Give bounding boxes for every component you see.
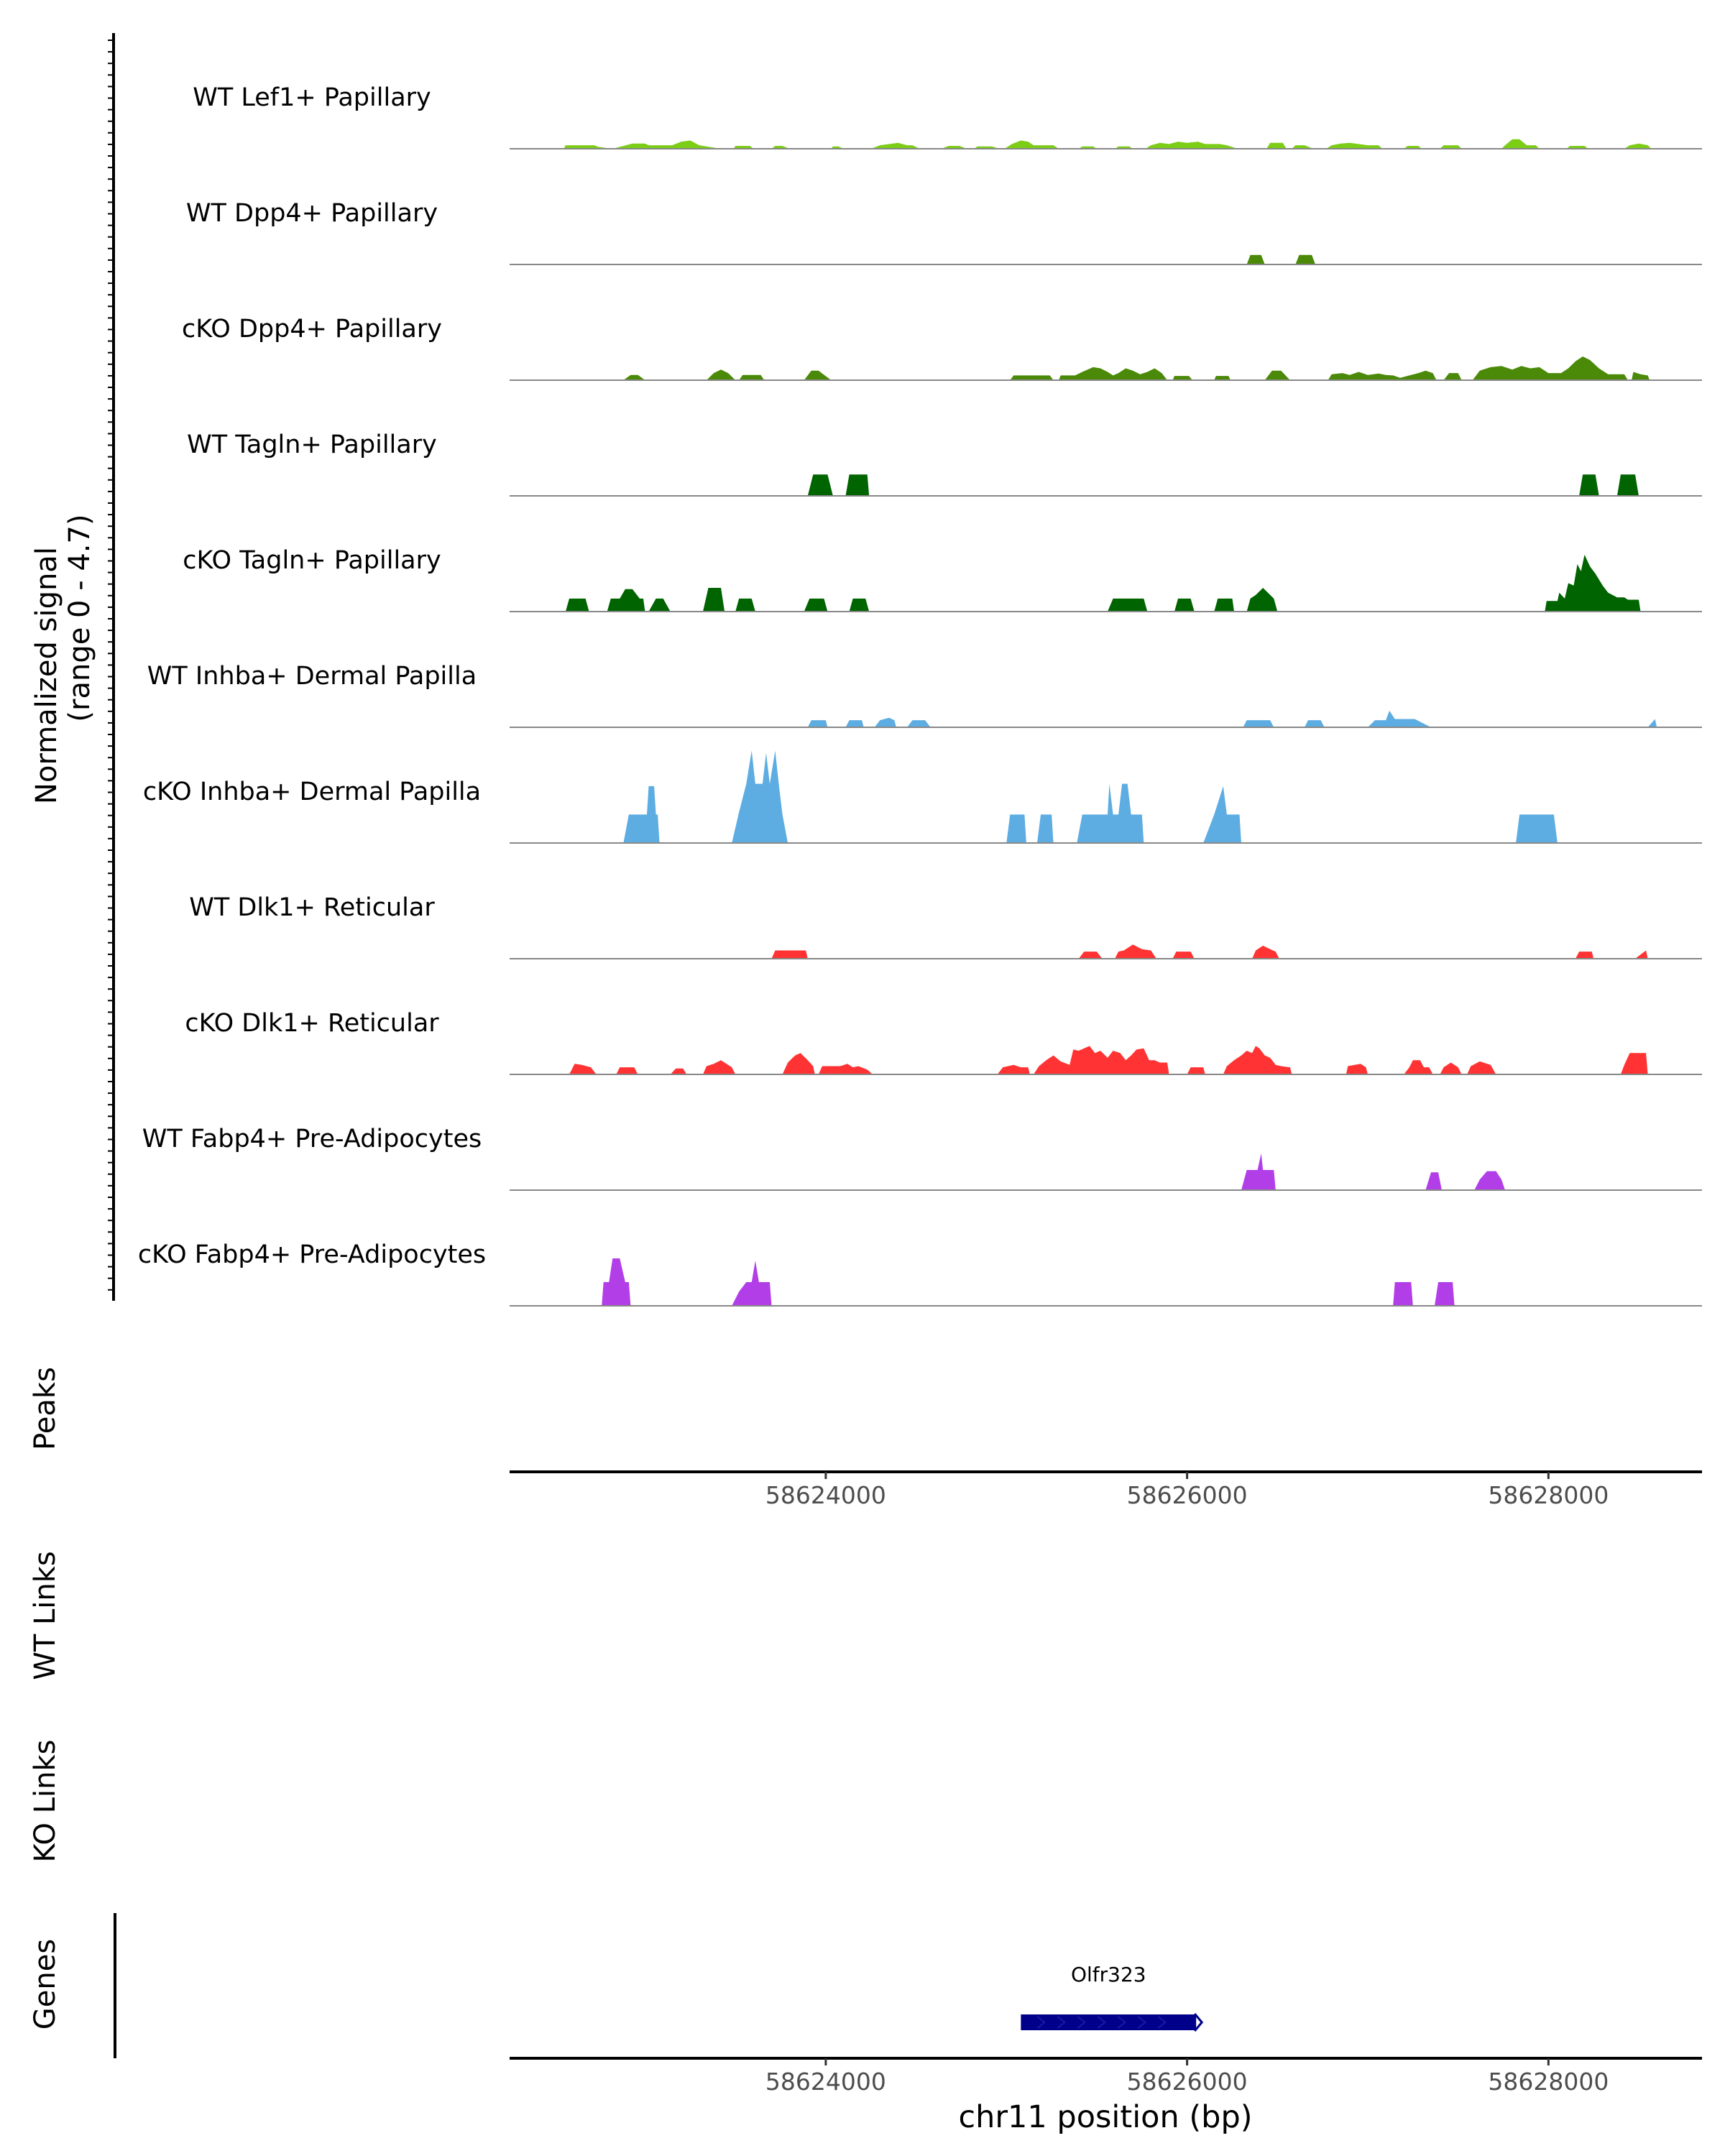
strand-arrow: [1097, 2016, 1106, 2029]
track-10: WT Fabp4+ Pre-Adipocytes: [142, 1125, 1702, 1191]
x-tick-label: 58624000: [765, 2068, 886, 2096]
coverage-area: [569, 1046, 1648, 1074]
track-label: WT Lef1+ Papillary: [193, 83, 431, 112]
gene-body: [1021, 2014, 1197, 2030]
track-5: cKO Tagln+ Papillary: [183, 546, 1702, 612]
track-label: cKO Inhba+ Dermal Papilla: [143, 778, 481, 806]
coverage-area: [1241, 1153, 1505, 1190]
peaks-panel-label: Peaks: [29, 1367, 62, 1450]
track-label: WT Fabp4+ Pre-Adipocytes: [142, 1125, 482, 1153]
gene-label: Olfr323: [1071, 1963, 1146, 1986]
x-tick-label: 58626000: [1127, 2068, 1248, 2096]
y-axis-label-line2: (range 0 - 4.7): [63, 514, 96, 722]
track-label: cKO Dpp4+ Papillary: [182, 315, 442, 344]
gene-end-mark: [1194, 2013, 1204, 2032]
track-6: WT Inhba+ Dermal Papilla: [147, 662, 1702, 728]
strand-arrow: [1157, 2016, 1167, 2029]
track-9: cKO Dlk1+ Reticular: [185, 1009, 1702, 1075]
x-tick-label: 58626000: [1127, 1481, 1248, 1509]
coverage-area: [623, 750, 1558, 843]
track-label: WT Tagln+ Papillary: [187, 430, 437, 459]
coverage-area: [564, 139, 1652, 149]
track-label: WT Dlk1+ Reticular: [189, 893, 435, 922]
genes-x-ticks: 58624000 58626000 58628000: [765, 2058, 1609, 2096]
peaks-x-ticks: 58624000 58626000 58628000: [765, 1472, 1609, 1509]
genes-panel-label: Genes: [29, 1939, 62, 2030]
signal-y-ticks: [108, 40, 114, 1291]
x-tick-label: 58628000: [1488, 2068, 1609, 2096]
ko-links-panel-label: KO Links: [29, 1740, 62, 1863]
strand-arrow: [1036, 2016, 1046, 2029]
strand-arrow: [1077, 2016, 1086, 2029]
coverage-area: [807, 710, 1657, 727]
track-8: WT Dlk1+ Reticular: [189, 893, 1702, 959]
track-2: WT Dpp4+ Papillary: [186, 199, 1702, 265]
track-label: cKO Fabp4+ Pre-Adipocytes: [138, 1240, 486, 1269]
strand-arrow: [1117, 2016, 1126, 2029]
wt-links-panel-label: WT Links: [29, 1551, 62, 1680]
strand-arrow: [1057, 2016, 1066, 2029]
x-tick-label: 58628000: [1488, 1481, 1609, 1509]
x-tick-label: 58624000: [765, 1481, 886, 1509]
track-label: cKO Dlk1+ Reticular: [185, 1009, 439, 1038]
track-1: WT Lef1+ Papillary: [193, 83, 1702, 149]
coverage-area: [807, 474, 1639, 496]
track-11: cKO Fabp4+ Pre-Adipocytes: [138, 1240, 1702, 1307]
coverage-area: [602, 1258, 1455, 1306]
coverage-area: [771, 944, 1648, 959]
coverage-tracks: WT Lef1+ Papillary WT Dpp4+ Papillary cKO …: [138, 83, 1702, 1307]
track-3: cKO Dpp4+ Papillary: [182, 315, 1702, 381]
strand-arrow: [1137, 2016, 1146, 2029]
track-4: WT Tagln+ Papillary: [187, 430, 1702, 497]
track-label: cKO Tagln+ Papillary: [183, 546, 441, 575]
coverage-area: [623, 356, 1650, 380]
gene-annotations: Olfr323: [1021, 1963, 1204, 2032]
y-axis-label-line1: Normalized signal: [30, 547, 63, 804]
x-axis-title: chr11 position (bp): [958, 2099, 1252, 2135]
track-label: WT Dpp4+ Papillary: [186, 199, 438, 228]
coverage-area: [1246, 254, 1316, 264]
track-label: WT Inhba+ Dermal Papilla: [147, 662, 477, 691]
track-7: cKO Inhba+ Dermal Papilla: [143, 750, 1702, 844]
coverage-area: [565, 554, 1641, 612]
